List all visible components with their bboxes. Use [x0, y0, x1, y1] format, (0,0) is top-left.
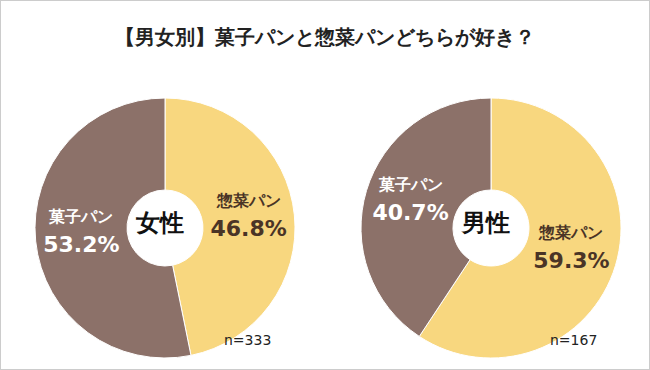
html-text:女性: 女性 [136, 209, 184, 237]
html-text:n=167: n=167 [550, 332, 598, 348]
svg-text:菓子パン: 菓子パン [48, 207, 113, 226]
svg-text:53.2%: 53.2% [43, 232, 119, 257]
html-text:男性: 男性 [462, 209, 510, 237]
html-text:n=333: n=333 [224, 332, 272, 348]
svg-text:惣菜パン: 惣菜パン [216, 191, 281, 210]
svg-text:40.7%: 40.7% [372, 200, 448, 225]
svg-text:46.8%: 46.8% [210, 216, 286, 241]
svg-text:菓子パン: 菓子パン [378, 175, 443, 194]
html-text:【男女別】菓子パンと惣菜パンどちらが好き？: 【男女別】菓子パンと惣菜パンどちらが好き？ [115, 25, 535, 49]
svg-text:惣菜パン: 惣菜パン [538, 223, 603, 242]
svg-text:59.3%: 59.3% [533, 248, 609, 273]
